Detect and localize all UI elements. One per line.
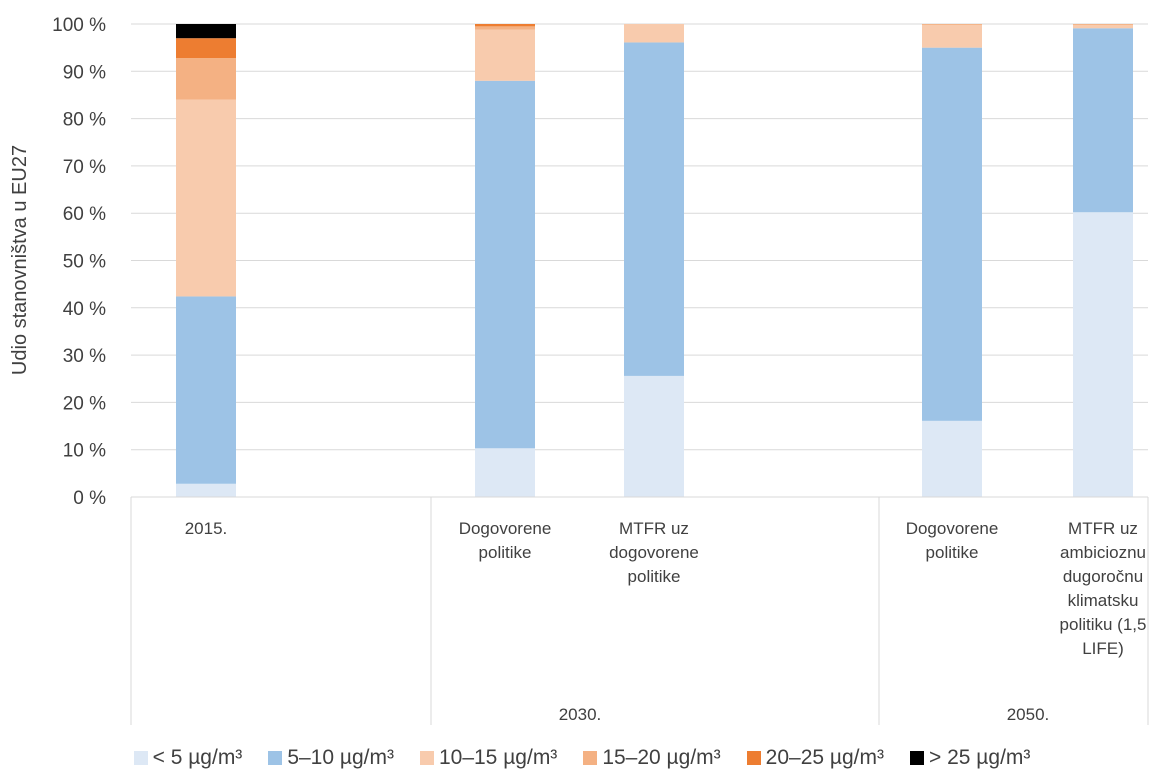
- bar-segment: [1073, 28, 1133, 213]
- bar-segment: [922, 24, 982, 48]
- bar-stack: [1073, 24, 1133, 497]
- category-label: dogovorene: [609, 543, 699, 562]
- stacked-bar-chart: Udio stanovništva u EU27 0 % 10 % 20 % 30 %…: [9, 15, 1149, 725]
- y-tick-label: 70 %: [63, 157, 106, 178]
- y-tick-label: 20 %: [63, 393, 106, 414]
- bar-stack: [176, 24, 236, 497]
- bar-segment: [176, 483, 236, 497]
- bar-segment: [475, 448, 535, 497]
- legend-item: 10–15 µg/m³: [419, 746, 558, 770]
- y-tick-label: 40 %: [63, 299, 106, 320]
- category-label: politiku (1,5: [1060, 615, 1147, 634]
- category-label: MTFR uz: [1068, 519, 1138, 538]
- category-label: politike: [926, 543, 979, 562]
- bar-segment: [176, 38, 236, 59]
- legend: < 5 µg/m³ 5–10 µg/m³ 10–15 µg/m³ 15–20 µg/m…: [0, 746, 1164, 770]
- category-label: ambicioznu: [1060, 543, 1146, 562]
- legend-swatch: [419, 751, 434, 765]
- bar-segment: [922, 420, 982, 497]
- legend-item: 5–10 µg/m³: [268, 746, 394, 770]
- category-label: Dogovorene: [906, 519, 999, 538]
- legend-swatch: [746, 751, 761, 765]
- category-label: LIFE): [1082, 639, 1124, 658]
- bar-stack: [624, 24, 684, 497]
- legend-label: 5–10 µg/m³: [287, 746, 394, 769]
- legend-swatch: [583, 751, 598, 765]
- bar-segment: [1073, 24, 1133, 29]
- y-tick-label: 100 %: [52, 15, 106, 36]
- bar-stack: [475, 24, 535, 497]
- y-tick-label: 10 %: [63, 441, 106, 462]
- legend-label: < 5 µg/m³: [152, 746, 243, 769]
- legend-label: 15–20 µg/m³: [602, 746, 721, 769]
- category-label: Dogovorene: [459, 519, 552, 538]
- category-label: politike: [479, 543, 532, 562]
- category-label: dugoročnu: [1063, 567, 1143, 586]
- bar-segment: [624, 375, 684, 497]
- bar-segment: [624, 24, 684, 43]
- y-tick-label: 30 %: [63, 346, 106, 367]
- bar-segment: [922, 47, 982, 421]
- y-tick-label: 0 %: [73, 488, 106, 509]
- y-tick-label: 60 %: [63, 204, 106, 225]
- bar-segment: [176, 58, 236, 100]
- legend-item: > 25 µg/m³: [910, 746, 1030, 770]
- category-label: klimatsku: [1068, 591, 1139, 610]
- bar-segment: [475, 24, 535, 27]
- legend-item: 15–20 µg/m³: [583, 746, 721, 770]
- bar-segment: [176, 296, 236, 484]
- bar-segment: [1073, 212, 1133, 497]
- y-axis-label: Udio stanovništva u EU27: [9, 145, 31, 375]
- legend-item: < 5 µg/m³: [133, 746, 243, 770]
- y-tick-label: 80 %: [63, 110, 106, 131]
- legend-label: > 25 µg/m³: [929, 746, 1031, 769]
- y-tick-label: 50 %: [63, 252, 106, 273]
- bar-stack: [922, 24, 982, 497]
- bars: [176, 24, 1133, 497]
- bar-segment: [475, 29, 535, 81]
- legend-swatch: [268, 751, 283, 765]
- legend-item: 20–25 µg/m³: [746, 746, 884, 770]
- bar-segment: [1073, 24, 1133, 25]
- bar-segment: [475, 26, 535, 30]
- legend-swatch: [910, 751, 924, 765]
- legend-label: 10–15 µg/m³: [438, 746, 558, 769]
- group-label: 2050.: [1007, 705, 1050, 724]
- legend-label: 20–25 µg/m³: [765, 746, 884, 769]
- y-axis-ticks: 0 % 10 % 20 % 30 % 40 % 50 % 60 % 70 % 80 % 90 % 1…: [52, 15, 106, 509]
- category-label: MTFR uz: [619, 519, 689, 538]
- category-label: politike: [628, 567, 681, 586]
- legend-swatch: [133, 751, 148, 765]
- bar-segment: [176, 24, 236, 39]
- bar-segment: [475, 80, 535, 449]
- bar-segment: [176, 99, 236, 297]
- category-label: 2015.: [185, 519, 228, 538]
- y-tick-label: 90 %: [63, 62, 106, 83]
- group-label: 2030.: [559, 705, 602, 724]
- bar-segment: [624, 42, 684, 376]
- bar-segment: [922, 24, 982, 25]
- x-axis: 2015. Dogovorene politike MTFR uz dogovorene…: [130, 496, 1149, 725]
